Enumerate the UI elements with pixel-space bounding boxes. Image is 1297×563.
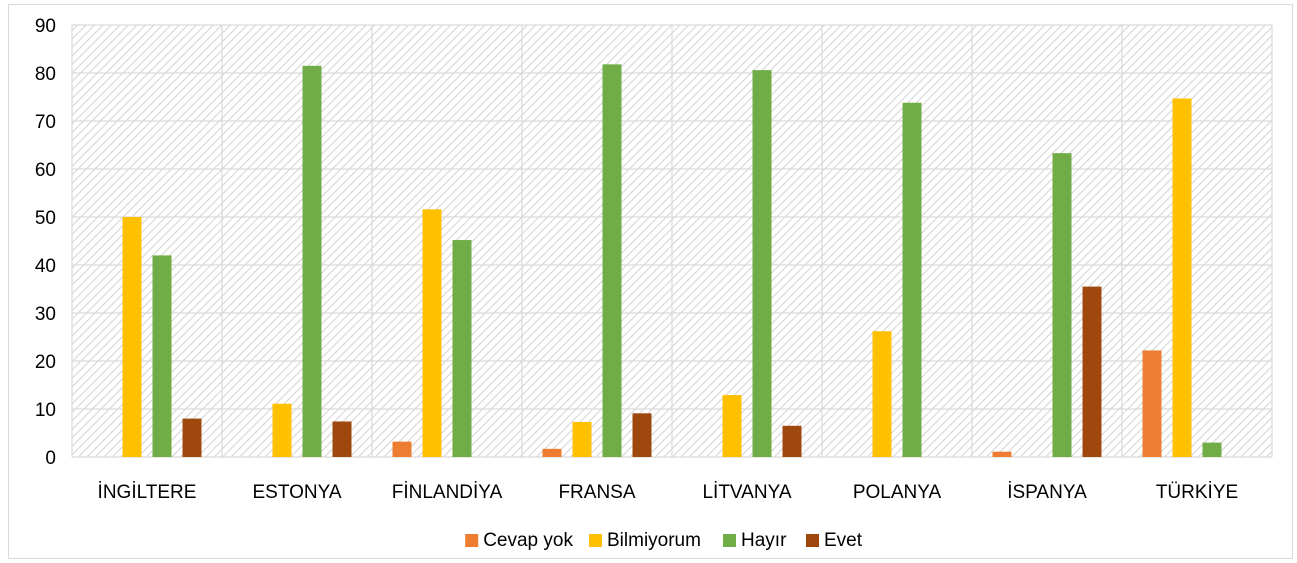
bars	[122, 64, 1222, 458]
bar-evet-1	[332, 421, 352, 457]
bar-evet-0	[182, 418, 202, 457]
bar-bilmiyorum-2	[422, 209, 442, 457]
bar-hay-r-1	[302, 65, 322, 458]
bar-hay-r-7	[1202, 442, 1222, 457]
bar-cevap-yok-3	[542, 448, 562, 457]
bar-evet-6	[1082, 286, 1102, 457]
y-tick-label: 80	[35, 64, 56, 85]
bar-hay-r-3	[602, 64, 622, 458]
bar-bilmiyorum-5	[872, 331, 892, 457]
legend-swatch	[465, 534, 479, 547]
bar-bilmiyorum-7	[1172, 98, 1192, 457]
bar-evet-4	[782, 425, 802, 457]
y-tick-label: 30	[35, 304, 56, 325]
bar-hay-r-5	[902, 102, 922, 457]
y-tick-label: 10	[35, 400, 56, 421]
legend-label: Bilmiyorum	[607, 530, 701, 551]
x-tick-label: ESTONYA	[252, 482, 341, 503]
y-tick-label: 0	[45, 448, 56, 469]
bar-hay-r-2	[452, 240, 472, 457]
x-tick-label: FİNLANDİYA	[392, 482, 503, 503]
bar-hay-r-0	[152, 255, 172, 457]
y-tick-label: 90	[35, 16, 56, 37]
legend: Cevap yok Bilmiyorum Hayır Evet	[465, 530, 863, 551]
bar-bilmiyorum-3	[572, 421, 592, 457]
bar-cevap-yok-6	[992, 451, 1012, 457]
y-tick-label: 20	[35, 352, 56, 373]
bar-bilmiyorum-4	[722, 395, 742, 457]
bar-evet-3	[632, 413, 652, 457]
bar-hay-r-4	[752, 70, 772, 458]
x-tick-label: FRANSA	[558, 482, 635, 503]
x-axis-ticks: İNGİLTERE ESTONYA FİNLANDİYA FRANSA LİTVANYA…	[98, 482, 1239, 503]
y-tick-label: 40	[35, 256, 56, 277]
x-tick-label: İNGİLTERE	[98, 482, 197, 503]
legend-label: Evet	[824, 530, 863, 551]
legend-swatch	[723, 534, 736, 547]
y-tick-label: 60	[35, 160, 56, 181]
legend-swatch	[806, 534, 819, 547]
x-tick-label: İSPANYA	[1007, 482, 1087, 503]
y-tick-label: 70	[35, 112, 56, 133]
x-tick-label: LİTVANYA	[702, 482, 791, 503]
x-tick-label: TÜRKİYE	[1156, 482, 1238, 503]
bar-cevap-yok-7	[1142, 350, 1162, 457]
bar-hay-r-6	[1052, 153, 1072, 457]
bar-bilmiyorum-0	[122, 217, 142, 457]
bar-cevap-yok-2	[392, 441, 412, 457]
legend-swatch	[589, 534, 602, 547]
y-axis-ticks: 0 10 20 30 40 50 60 70 80 90	[35, 16, 56, 469]
gridlines	[71, 24, 1273, 458]
legend-label: Hayır	[741, 530, 787, 551]
x-tick-label: POLANYA	[853, 482, 942, 503]
bar-bilmiyorum-1	[272, 403, 292, 457]
legend-label: Cevap yok	[483, 530, 573, 551]
y-tick-label: 50	[35, 208, 56, 229]
